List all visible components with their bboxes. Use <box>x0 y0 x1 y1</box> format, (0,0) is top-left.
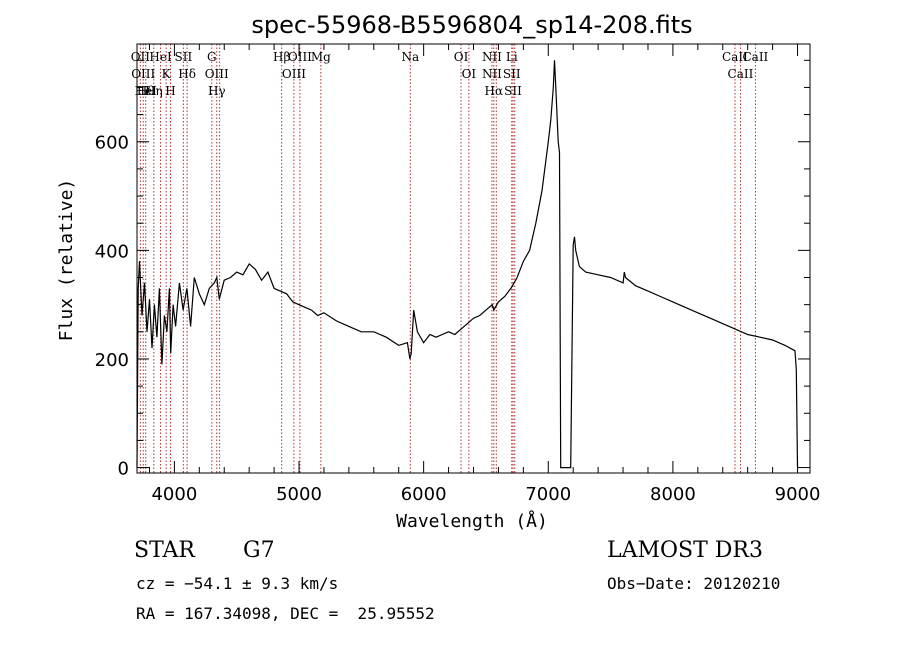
spectral-line-labels: OIIOIIIHθHeIHηHeIKHSIIHδGOIIIHγHβOIIIOII… <box>131 50 769 98</box>
spectral-line-label: OI <box>462 67 477 81</box>
spectral-line-label: Hγ <box>208 84 226 98</box>
spectral-line-label: SII <box>503 67 521 81</box>
spectral-line-label: CaII <box>742 50 768 64</box>
spectral-line-label: NII <box>482 67 502 81</box>
flux-series-line <box>136 60 799 469</box>
x-tick-label: 5000 <box>276 484 322 505</box>
x-tick-label: 4000 <box>151 484 197 505</box>
y-tick-label: 200 <box>95 350 129 371</box>
spectral-line-label: OIII <box>288 50 312 64</box>
spectral-line-label: K <box>162 67 172 81</box>
x-tick-label: 7000 <box>525 484 571 505</box>
spectral-line-label: OIII <box>131 67 155 81</box>
x-axis-label: Wavelength (Å) <box>396 510 548 532</box>
spectral-line-label: Hη <box>145 84 163 98</box>
y-tick-label: 600 <box>95 133 129 154</box>
axis-ticks <box>137 44 810 473</box>
spectral-line-label: NII <box>482 50 502 64</box>
y-tick-label: 0 <box>118 459 129 480</box>
plot-frame <box>136 43 811 474</box>
survey-name: LAMOST DR3 <box>607 538 763 563</box>
spectral-line-label: OIII <box>282 67 306 81</box>
spectral-line-label: SII <box>504 84 522 98</box>
spectral-line-label: OIII <box>205 67 229 81</box>
spectral-line-markers <box>139 44 756 473</box>
spectral-line-label: Mg <box>311 50 331 64</box>
spectral-line-label: Li <box>506 50 518 64</box>
spectral-line-label: G <box>207 50 217 64</box>
spectral-line-label: SII <box>175 50 193 64</box>
y-axis-label: Flux (relative) <box>56 179 77 342</box>
y-tick-label: 400 <box>95 241 129 262</box>
spectral-line-label: Na <box>401 50 419 64</box>
spectral-line-label: Hα <box>485 84 504 98</box>
x-tick-label: 6000 <box>401 484 447 505</box>
spectral-line-label: CaII <box>722 50 748 64</box>
object-class: STAR <box>134 538 195 563</box>
x-tick-labels: 4000 5000 6000 7000 8000 9000 <box>151 484 820 505</box>
spectral-line-label: OI <box>454 50 469 64</box>
spectral-line-label: Hδ <box>178 67 196 81</box>
spectral-line-label: H <box>165 84 175 98</box>
object-subclass: G7 <box>243 538 275 563</box>
spectral-line-label: HeI <box>149 50 172 64</box>
spectral-line-label: CaII <box>728 67 754 81</box>
spectral-line-label: OII <box>131 50 151 64</box>
redshift-value: cz = −54.1 ± 9.3 km/s <box>136 574 339 593</box>
x-tick-label: 8000 <box>650 484 696 505</box>
coordinates: RA = 167.34098, DEC = 25.95552 <box>136 604 435 623</box>
x-tick-label: 9000 <box>775 484 821 505</box>
observation-date: Obs−Date: 20120210 <box>607 574 781 593</box>
y-tick-labels: 0 200 400 600 <box>95 133 129 480</box>
spectral-line-label: Hβ <box>273 50 290 64</box>
chart-title: spec-55968-B5596804_sp14-208.fits <box>251 11 692 39</box>
